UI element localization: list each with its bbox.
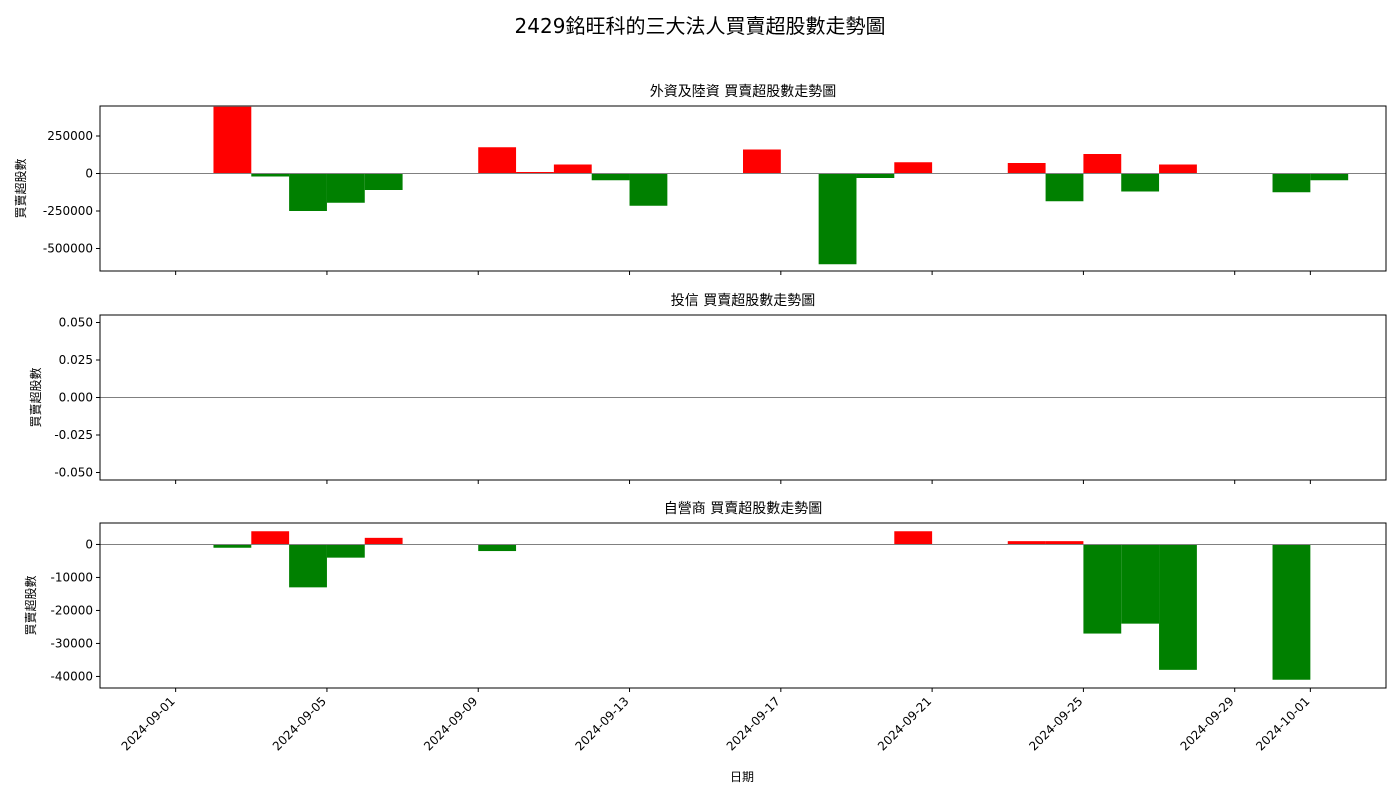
bar — [1121, 544, 1160, 624]
y-tick-label: 0 — [85, 537, 93, 551]
bar — [213, 106, 252, 174]
panel-title: 投信 買賣超股數走勢圖 — [671, 293, 815, 309]
bar — [251, 531, 290, 545]
bar — [1007, 163, 1046, 174]
y-tick-label: -10000 — [50, 570, 93, 584]
y-tick-label: -40000 — [50, 669, 93, 683]
plot-frame — [99, 522, 1387, 689]
bar — [478, 147, 517, 174]
y-tick-label: 250000 — [47, 129, 93, 143]
bar — [1045, 173, 1084, 202]
bar — [591, 173, 630, 181]
y-tick-label: 0.050 — [59, 316, 93, 330]
bar — [553, 164, 592, 174]
bar — [1121, 173, 1160, 192]
bar — [629, 173, 668, 206]
bar — [326, 544, 365, 558]
bar — [326, 173, 365, 203]
bar — [1272, 173, 1311, 193]
bar — [364, 173, 403, 190]
y-tick-label: 0.000 — [59, 391, 93, 405]
bar — [1159, 544, 1197, 670]
y-tick-label: -250000 — [43, 204, 93, 218]
y-axis-label: 買賣超股數 — [13, 158, 28, 218]
panel-title: 自營商 買賣超股數走勢圖 — [664, 501, 822, 517]
y-tick-label: -500000 — [43, 242, 93, 256]
bar — [894, 162, 933, 174]
plot-frame — [99, 105, 1387, 272]
bar — [213, 544, 252, 548]
y-axis-label: 買賣超股數 — [28, 367, 43, 427]
y-tick-label: -0.050 — [54, 466, 93, 480]
bar — [364, 537, 403, 545]
panel-title: 外資及陸資 買賣超股數走勢圖 — [650, 84, 836, 100]
bar — [289, 173, 327, 211]
bar — [1159, 164, 1197, 174]
y-tick-label: -0.025 — [54, 428, 93, 442]
bar — [251, 173, 290, 177]
bar — [1272, 544, 1311, 680]
y-tick-label: 0.025 — [59, 353, 93, 367]
bar — [516, 172, 554, 174]
bar — [1083, 544, 1122, 634]
y-tick-label: -30000 — [50, 636, 93, 650]
bar — [478, 544, 517, 552]
figure-title: 2429銘旺科的三大法人買賣超股數走勢圖 — [515, 14, 886, 38]
bar — [1045, 541, 1084, 545]
bar — [1083, 154, 1122, 174]
bar — [1007, 541, 1046, 545]
y-tick-label: 0 — [85, 167, 93, 181]
x-axis-label: 日期 — [730, 770, 754, 784]
plot-frame — [99, 314, 1387, 481]
bar — [894, 531, 933, 545]
y-tick-label: -20000 — [50, 603, 93, 617]
bar — [743, 149, 781, 174]
bar — [1310, 173, 1349, 181]
bar — [856, 173, 895, 178]
y-axis-label: 買賣超股數 — [23, 575, 38, 635]
bar — [289, 544, 327, 588]
bar — [818, 173, 857, 265]
